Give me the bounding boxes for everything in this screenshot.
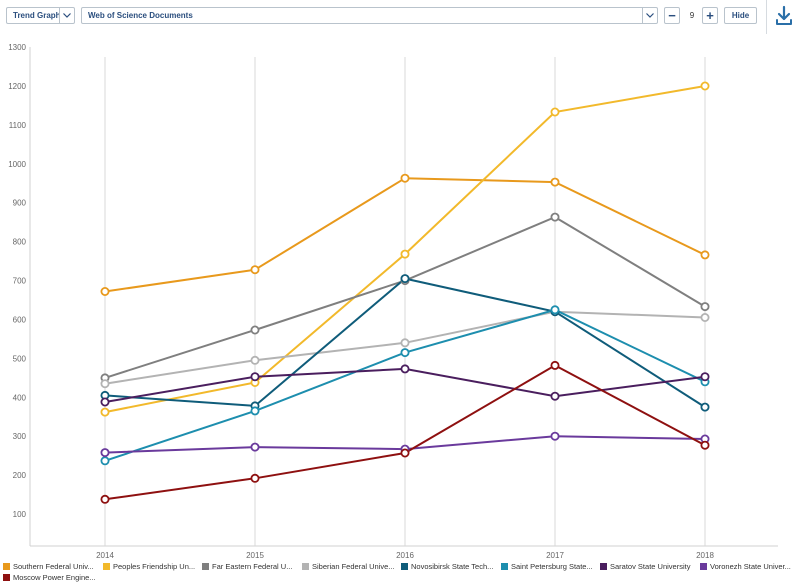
y-tick-label: 1100 bbox=[9, 121, 27, 130]
legend-swatch bbox=[501, 563, 508, 570]
data-point bbox=[550, 212, 560, 222]
y-tick-label: 900 bbox=[13, 199, 27, 208]
legend-item[interactable]: Peoples Friendship Un... bbox=[103, 562, 195, 571]
legend-item[interactable]: Saratov State University bbox=[600, 562, 690, 571]
legend-swatch bbox=[103, 563, 110, 570]
chevron-down-icon bbox=[59, 8, 74, 23]
data-point bbox=[100, 448, 110, 458]
data-point bbox=[100, 286, 110, 296]
legend-item[interactable]: Moscow Power Engine... bbox=[3, 573, 96, 582]
legend-item[interactable]: Voronezh State Univer... bbox=[700, 562, 791, 571]
data-point bbox=[100, 407, 110, 417]
download-icon[interactable] bbox=[774, 4, 794, 28]
data-point bbox=[400, 173, 410, 183]
chart-legend: Southern Federal Univ... Peoples Friendsh… bbox=[0, 562, 800, 585]
y-tick-label: 400 bbox=[13, 393, 27, 402]
trend-line-chart: 100 200 300 400 500 600 700 800 900 1000 1100 1200 1… bbox=[8, 43, 778, 560]
data-point bbox=[100, 379, 110, 389]
data-point bbox=[250, 406, 260, 416]
data-point bbox=[100, 397, 110, 407]
legend-swatch bbox=[700, 563, 707, 570]
data-point bbox=[550, 107, 560, 117]
data-point bbox=[400, 364, 410, 374]
legend-item[interactable]: Southern Federal Univ... bbox=[3, 562, 94, 571]
increase-count-button[interactable]: + bbox=[702, 7, 718, 24]
data-point bbox=[250, 442, 260, 452]
data-point bbox=[550, 177, 560, 187]
data-point bbox=[700, 312, 710, 322]
legend-label: Saratov State University bbox=[610, 562, 691, 571]
data-point bbox=[700, 440, 710, 450]
legend-label: Siberian Federal Unive... bbox=[312, 562, 395, 571]
y-tick-label: 1300 bbox=[8, 43, 26, 52]
legend-label: Novosibirsk State Tech... bbox=[411, 562, 494, 571]
data-point bbox=[700, 402, 710, 412]
view-select[interactable]: Trend Graph bbox=[6, 7, 75, 24]
legend-label: Far Eastern Federal U... bbox=[212, 562, 293, 571]
view-select-label: Trend Graph bbox=[13, 11, 61, 20]
data-point bbox=[250, 473, 260, 483]
legend-label: Voronezh State Univer... bbox=[710, 562, 791, 571]
data-point bbox=[100, 494, 110, 504]
y-tick-label: 1200 bbox=[8, 82, 26, 91]
data-point bbox=[700, 250, 710, 260]
plus-icon: + bbox=[706, 8, 714, 23]
x-tick-label: 2014 bbox=[96, 551, 114, 560]
y-tick-label: 1000 bbox=[8, 160, 26, 169]
data-point bbox=[400, 274, 410, 284]
x-tick-label: 2017 bbox=[546, 551, 564, 560]
legend-item[interactable]: Saint Petersburg State... bbox=[501, 562, 593, 571]
y-tick-label: 500 bbox=[13, 354, 27, 363]
y-tick-label: 800 bbox=[13, 238, 27, 247]
legend-swatch bbox=[202, 563, 209, 570]
y-tick-label: 100 bbox=[13, 510, 27, 519]
data-point bbox=[700, 81, 710, 91]
data-point bbox=[400, 348, 410, 358]
toolbar-divider bbox=[766, 0, 767, 34]
series-count: 9 bbox=[689, 11, 695, 20]
metric-select-label: Web of Science Documents bbox=[88, 11, 193, 20]
legend-swatch bbox=[3, 563, 10, 570]
legend-swatch bbox=[302, 563, 309, 570]
y-tick-label: 300 bbox=[13, 432, 27, 441]
legend-label: Southern Federal Univ... bbox=[13, 562, 94, 571]
chart-toolbar: Trend Graph Web of Science Documents − 9… bbox=[0, 0, 800, 34]
data-point bbox=[250, 325, 260, 335]
data-point bbox=[700, 372, 710, 382]
legend-label: Peoples Friendship Un... bbox=[113, 562, 196, 571]
data-point bbox=[400, 249, 410, 259]
legend-item[interactable]: Novosibirsk State Tech... bbox=[401, 562, 493, 571]
hide-button[interactable]: Hide bbox=[724, 7, 757, 24]
x-tick-label: 2016 bbox=[396, 551, 414, 560]
data-point bbox=[550, 305, 560, 315]
legend-swatch bbox=[600, 563, 607, 570]
legend-item[interactable]: Siberian Federal Unive... bbox=[302, 562, 395, 571]
data-point bbox=[400, 448, 410, 458]
data-point bbox=[700, 302, 710, 312]
data-point bbox=[550, 391, 560, 401]
y-tick-label: 600 bbox=[13, 315, 27, 324]
legend-swatch bbox=[3, 574, 10, 581]
legend-item[interactable]: Far Eastern Federal U... bbox=[202, 562, 292, 571]
data-point bbox=[400, 338, 410, 348]
data-point bbox=[250, 355, 260, 365]
y-tick-label: 200 bbox=[13, 471, 27, 480]
y-tick-label: 700 bbox=[13, 277, 27, 286]
legend-label: Moscow Power Engine... bbox=[13, 573, 96, 582]
metric-select[interactable]: Web of Science Documents bbox=[81, 7, 658, 24]
x-tick-label: 2015 bbox=[246, 551, 264, 560]
data-point bbox=[100, 456, 110, 466]
minus-icon: − bbox=[668, 8, 676, 23]
legend-label: Saint Petersburg State... bbox=[511, 562, 593, 571]
chevron-down-icon bbox=[642, 8, 657, 23]
data-point bbox=[250, 372, 260, 382]
data-point bbox=[550, 431, 560, 441]
legend-swatch bbox=[401, 563, 408, 570]
decrease-count-button[interactable]: − bbox=[664, 7, 680, 24]
data-point bbox=[550, 360, 560, 370]
x-tick-label: 2018 bbox=[696, 551, 714, 560]
data-point bbox=[250, 265, 260, 275]
